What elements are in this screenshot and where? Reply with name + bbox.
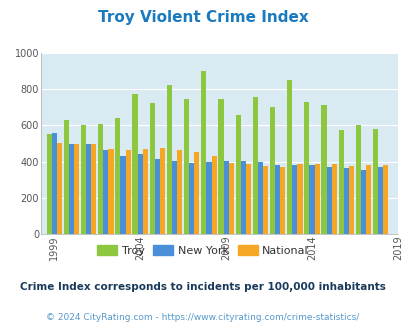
Bar [189, 163, 194, 234]
Bar [286, 80, 292, 234]
Bar [172, 161, 177, 234]
Bar [309, 165, 314, 234]
Bar [269, 107, 275, 234]
Bar [166, 85, 172, 234]
Bar [257, 162, 262, 234]
Bar [137, 154, 143, 234]
Bar [132, 94, 137, 234]
Bar [120, 156, 125, 234]
Bar [348, 166, 353, 234]
Bar [194, 152, 199, 234]
Bar [211, 156, 216, 234]
Text: Troy Violent Crime Index: Troy Violent Crime Index [97, 10, 308, 25]
Bar [74, 145, 79, 234]
Bar [47, 134, 52, 234]
Bar [303, 102, 309, 234]
Bar [326, 167, 331, 234]
Bar [262, 166, 268, 234]
Bar [143, 149, 147, 234]
Bar [228, 163, 233, 234]
Bar [218, 99, 223, 234]
Legend: Troy, New York, National: Troy, New York, National [94, 242, 311, 259]
Bar [108, 149, 113, 234]
Bar [103, 150, 108, 234]
Bar [382, 165, 388, 234]
Text: Crime Index corresponds to incidents per 100,000 inhabitants: Crime Index corresponds to incidents per… [20, 282, 385, 292]
Bar [314, 163, 319, 234]
Bar [160, 148, 165, 234]
Bar [275, 165, 279, 234]
Bar [69, 145, 74, 234]
Bar [338, 130, 343, 234]
Bar [365, 165, 370, 234]
Bar [252, 97, 257, 234]
Bar [91, 145, 96, 234]
Bar [52, 133, 57, 234]
Bar [177, 150, 182, 234]
Bar [115, 118, 120, 234]
Bar [235, 115, 240, 234]
Bar [245, 163, 250, 234]
Bar [372, 129, 377, 234]
Bar [321, 105, 326, 234]
Bar [292, 165, 296, 234]
Bar [64, 120, 69, 234]
Bar [279, 167, 285, 234]
Bar [86, 144, 91, 234]
Bar [98, 123, 103, 234]
Bar [343, 168, 348, 234]
Bar [377, 167, 382, 234]
Bar [360, 170, 365, 234]
Bar [223, 161, 228, 234]
Bar [57, 143, 62, 234]
Bar [296, 163, 302, 234]
Bar [331, 164, 336, 234]
Bar [125, 150, 130, 234]
Bar [355, 125, 360, 234]
Bar [201, 71, 206, 234]
Bar [154, 159, 160, 234]
Bar [206, 162, 211, 234]
Text: © 2024 CityRating.com - https://www.cityrating.com/crime-statistics/: © 2024 CityRating.com - https://www.city… [46, 313, 359, 322]
Bar [240, 161, 245, 234]
Bar [183, 99, 189, 234]
Bar [81, 125, 86, 234]
Bar [149, 103, 154, 234]
